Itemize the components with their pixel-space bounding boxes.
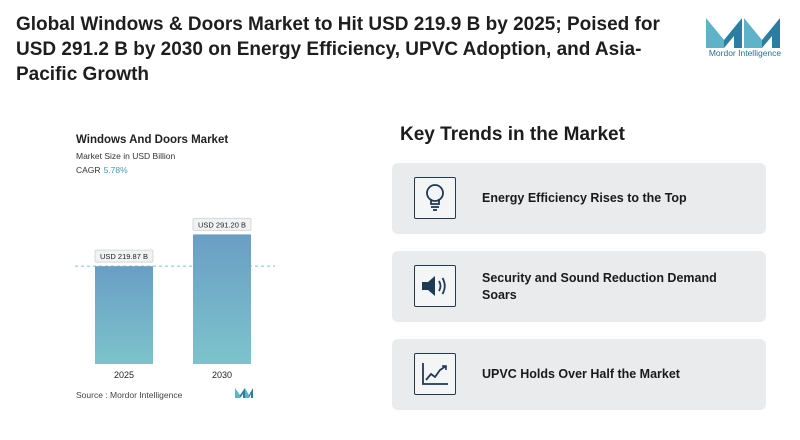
mordor-logo (706, 18, 780, 48)
bar-2025 (95, 266, 153, 364)
headline: Global Windows & Doors Market to Hit USD… (16, 14, 660, 85)
trend-label: UPVC Holds Over Half the Market (482, 367, 680, 381)
lightbulb-icon (414, 177, 456, 219)
bar-2030 (193, 234, 251, 364)
data-label-box (94, 249, 154, 263)
trend-card-security: Security and Sound Reduction Demand Soar… (392, 251, 766, 322)
bar-chart: Windows And Doors Market Market Size in … (60, 130, 300, 410)
x-tick-label: 2025 (114, 370, 134, 380)
trend-card-energy: Energy Efficiency Rises to the Top (392, 163, 766, 234)
data-label-box (192, 217, 252, 231)
speaker-icon (414, 265, 456, 307)
trend-label: Energy Efficiency Rises to the Top (482, 191, 687, 205)
trend-label: Security and Sound Reduction Demand Soar… (482, 270, 717, 302)
chart-cagr: CAGR 5.78% (76, 165, 128, 175)
x-tick-label: 2030 (212, 370, 232, 380)
brand-name: Mordor Intelligence (708, 48, 782, 58)
trends-title: Key Trends in the Market (400, 124, 625, 145)
cagr-label: CAGR (76, 165, 101, 175)
chart-source: Source : Mordor Intelligence (76, 390, 183, 400)
chart-title: Windows And Doors Market (76, 134, 229, 146)
cagr-value: 5.78% (103, 165, 128, 175)
data-label: USD 291.20 B (198, 220, 246, 229)
chart-plot: USD 219.87 B 2025 USD 291.20 B 2030 (75, 217, 275, 380)
data-label: USD 219.87 B (100, 252, 148, 261)
line-chart-icon (414, 353, 456, 395)
trend-card-upvc: UPVC Holds Over Half the Market (392, 339, 766, 410)
chart-subtitle: Market Size in USD Billion (76, 151, 176, 161)
mini-logo (235, 388, 253, 398)
